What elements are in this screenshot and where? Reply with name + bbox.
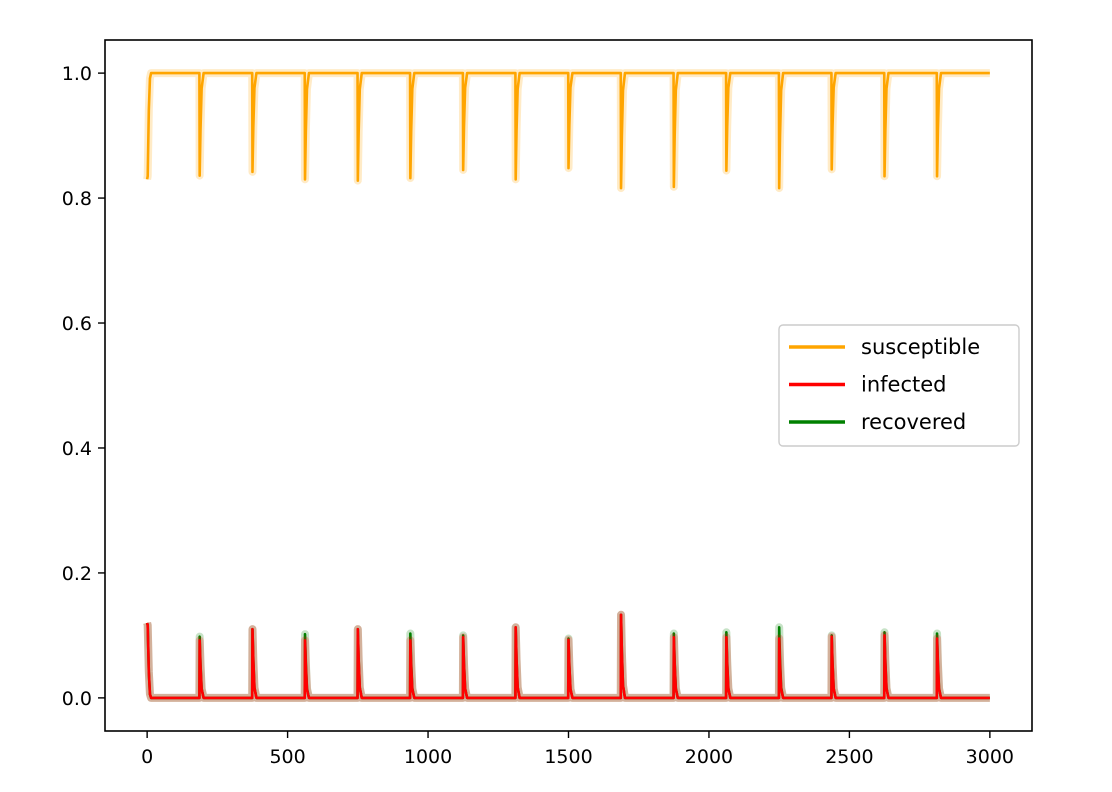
series-line-susceptible (145, 71, 990, 190)
y-axis: 0.0 0.2 0.4 0.6 0.8 1.0 (62, 63, 105, 710)
plot-area (143, 69, 990, 702)
series-line-infected (145, 613, 990, 700)
x-tick-label: 2500 (825, 746, 873, 768)
legend-label-susceptible: susceptible (861, 335, 980, 359)
legend: susceptible infected recovered (778, 324, 1020, 447)
x-tick-label: 500 (269, 746, 305, 768)
y-tick-label: 0.2 (62, 563, 92, 585)
x-tick-label: 1500 (544, 746, 592, 768)
x-tick-label: 1000 (404, 746, 452, 768)
x-tick-label: 0 (141, 746, 153, 768)
legend-label-recovered: recovered (861, 410, 966, 434)
x-axis: 0 500 1000 1500 2000 2500 3000 (141, 731, 1014, 768)
legend-label-infected: infected (861, 373, 947, 397)
legend-box (778, 324, 1020, 447)
y-tick-label: 0.4 (62, 438, 92, 460)
y-tick-label: 0.0 (62, 688, 92, 710)
y-tick-label: 1.0 (62, 63, 92, 85)
x-tick-label: 2000 (685, 746, 733, 768)
y-tick-label: 0.6 (62, 313, 92, 335)
x-tick-label: 3000 (966, 746, 1014, 768)
y-tick-label: 0.8 (62, 188, 92, 210)
